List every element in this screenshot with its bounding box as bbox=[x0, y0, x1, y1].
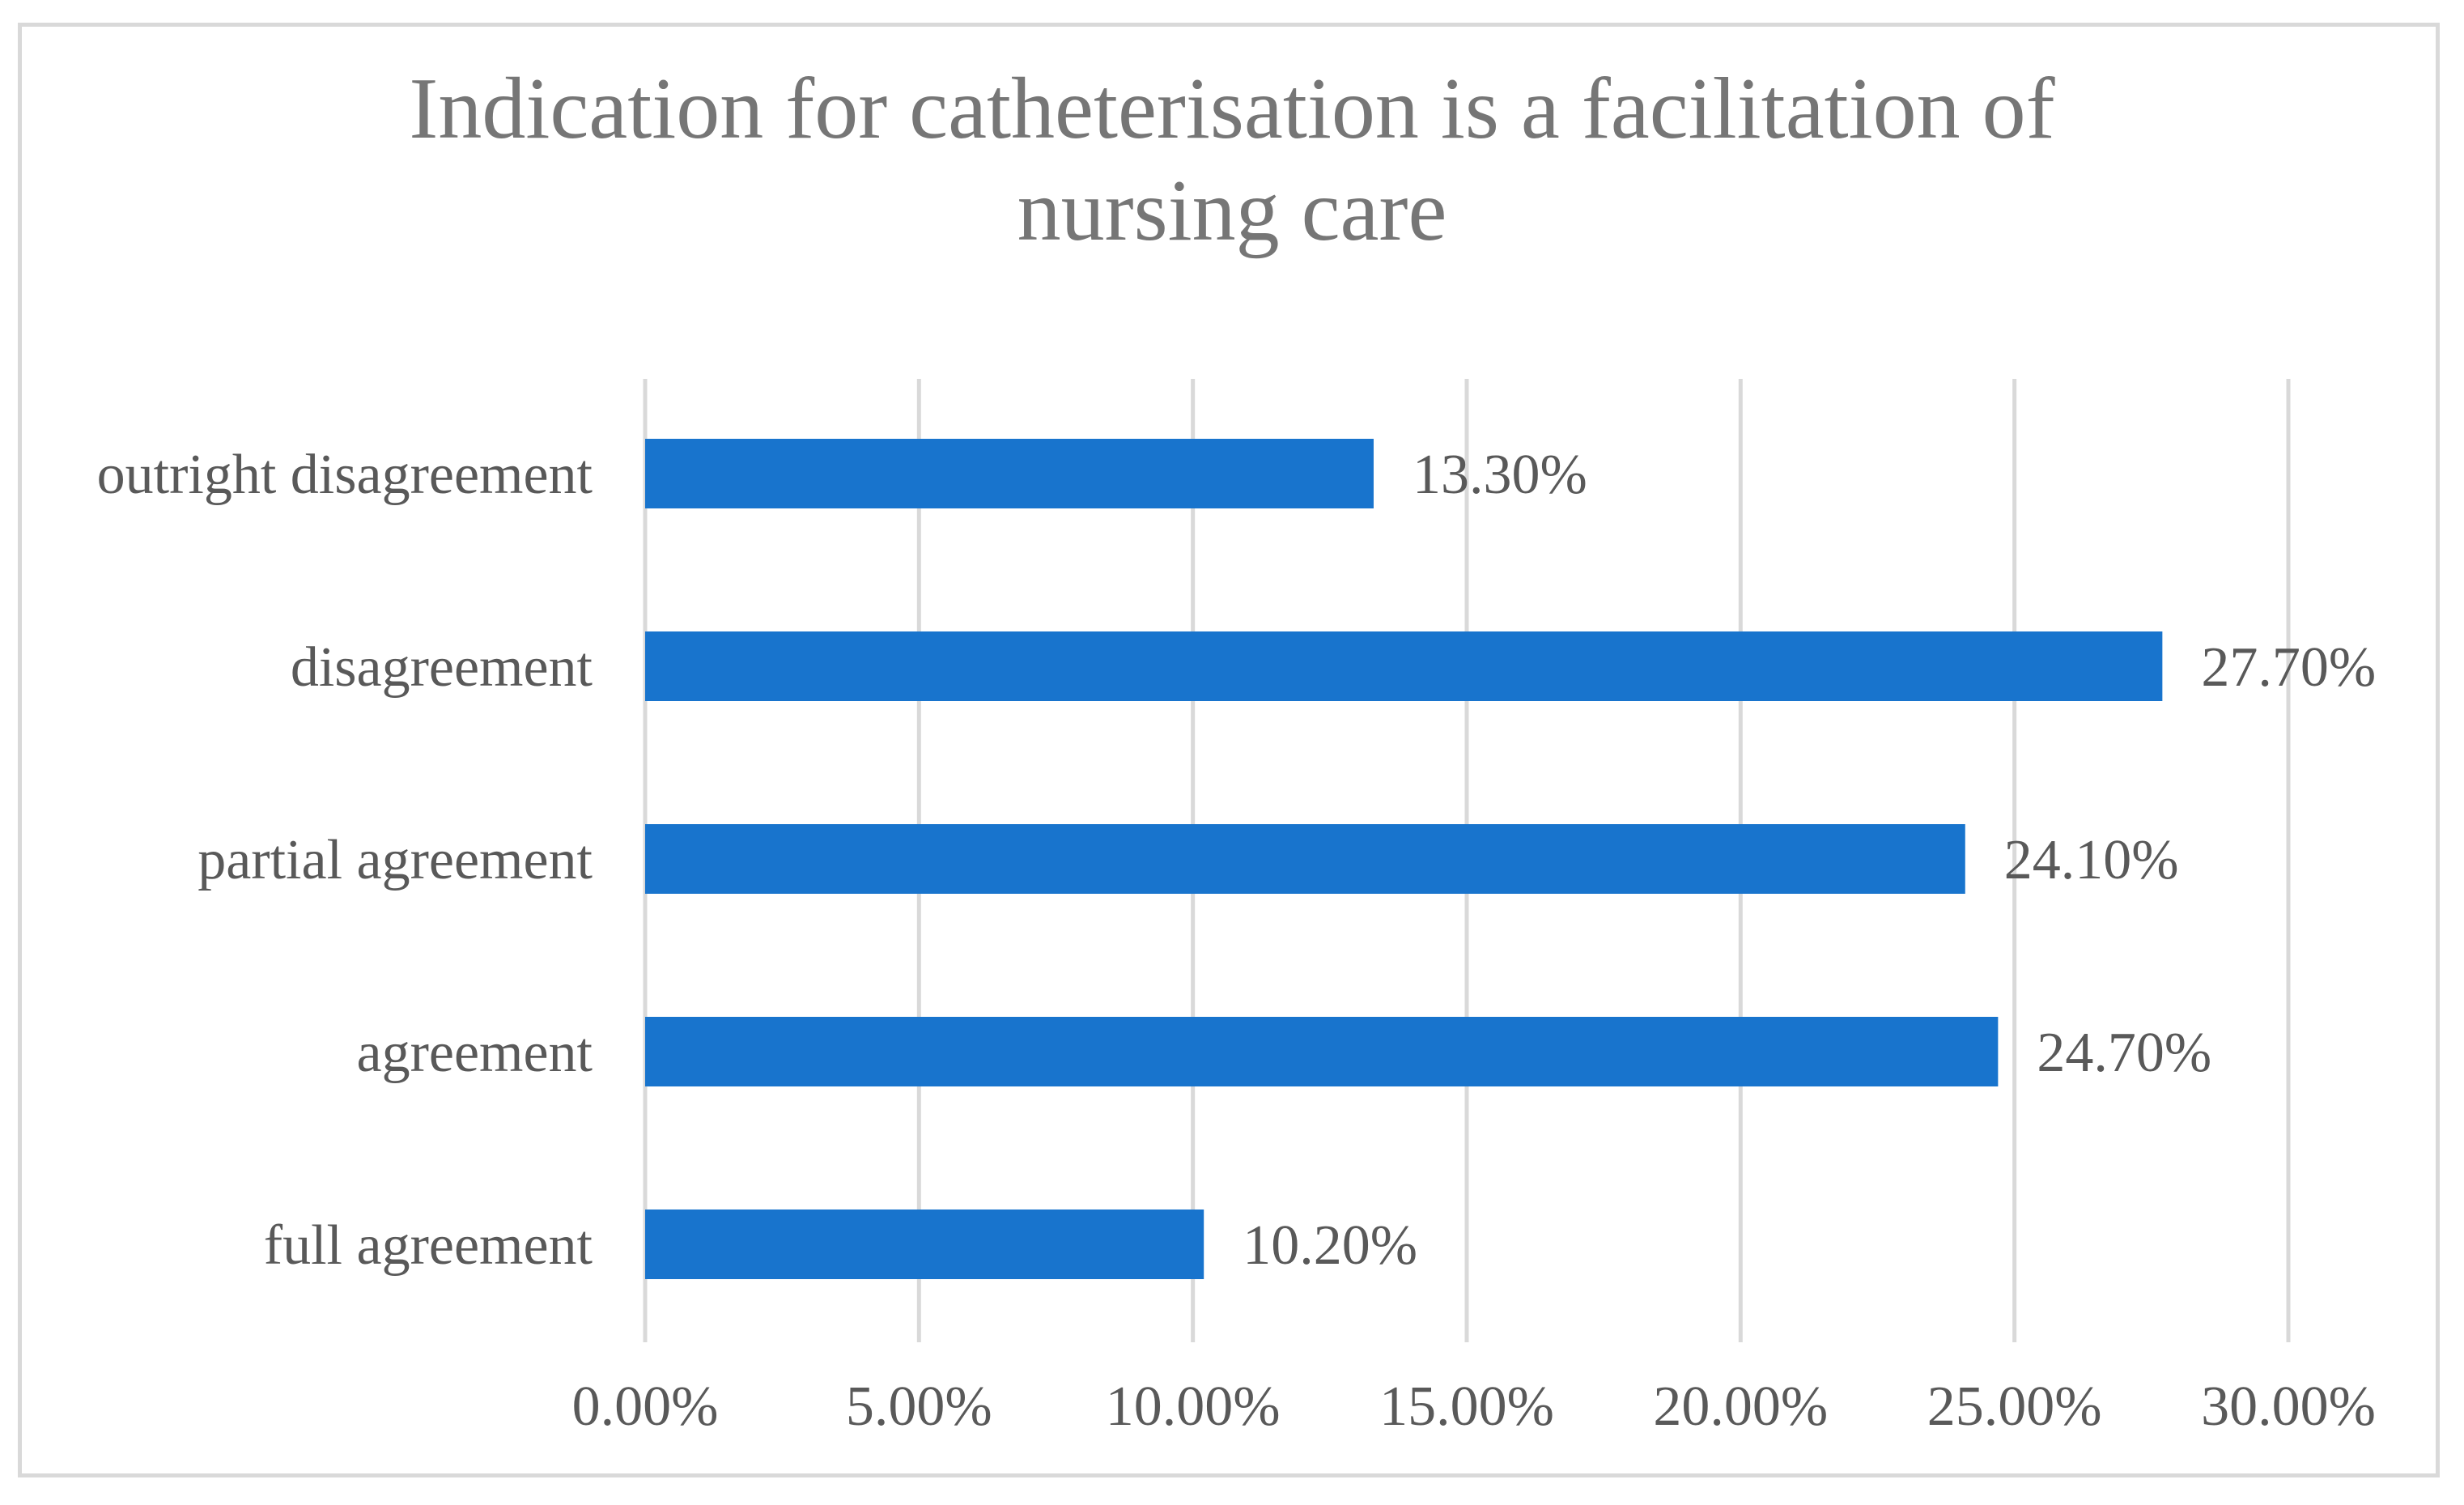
category-label: agreement bbox=[357, 1022, 593, 1084]
data-label: 24.70% bbox=[2037, 1022, 2211, 1084]
bar bbox=[645, 439, 1374, 508]
x-tick-label: 0.00% bbox=[572, 1375, 719, 1438]
x-tick-label: 30.00% bbox=[2201, 1375, 2376, 1438]
x-tick-label: 20.00% bbox=[1653, 1375, 1828, 1438]
data-label: 13.30% bbox=[1413, 444, 1587, 506]
x-tick-label: 10.00% bbox=[1106, 1375, 1281, 1438]
data-label: 10.20% bbox=[1243, 1214, 1417, 1277]
category-label: partial agreement bbox=[198, 829, 593, 891]
chart-title: Indication for catheterisation is a faci… bbox=[409, 61, 2055, 259]
labels: 0.00% 5.00% 10.00% 15.00% 20.00% 25.00% 30.00%… bbox=[97, 444, 2377, 1438]
data-label: 24.10% bbox=[2004, 829, 2179, 891]
chart-frame bbox=[18, 23, 2440, 1477]
bar bbox=[645, 1017, 1999, 1086]
category-label: outright disagreement bbox=[97, 444, 593, 506]
bars bbox=[645, 439, 2163, 1279]
bar bbox=[645, 631, 2163, 701]
category-label: disagreement bbox=[291, 636, 593, 699]
category-label: full agreement bbox=[264, 1214, 593, 1277]
data-label: 27.70% bbox=[2201, 636, 2376, 699]
x-tick-label: 5.00% bbox=[846, 1375, 992, 1438]
x-tick-label: 25.00% bbox=[1927, 1375, 2102, 1438]
x-tick-label: 15.00% bbox=[1379, 1375, 1554, 1438]
bar bbox=[645, 824, 1965, 894]
bar bbox=[645, 1210, 1204, 1279]
